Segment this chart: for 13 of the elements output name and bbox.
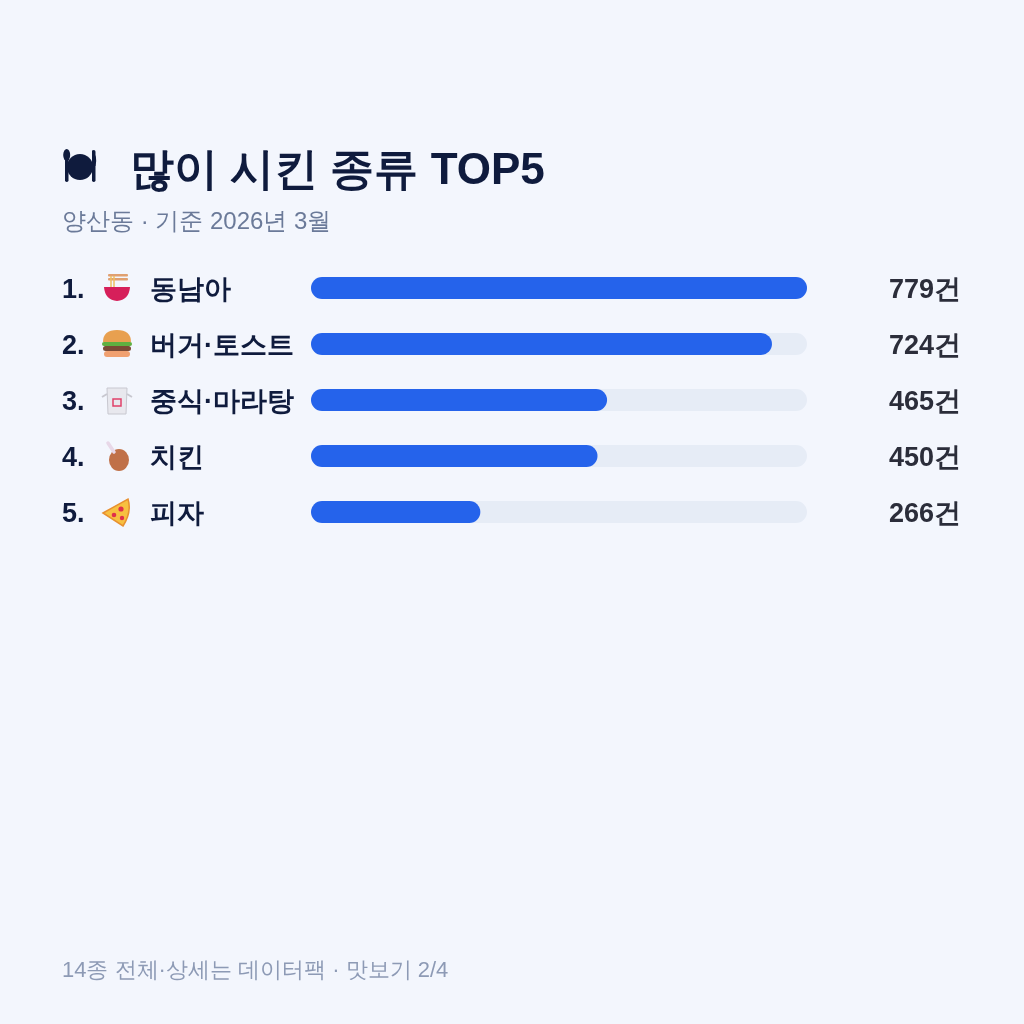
data-label: 779건	[888, 274, 961, 304]
category-label: 5. 피자	[62, 498, 204, 528]
data-label: 450건	[888, 442, 961, 472]
text: 14종 전체·상세는 데이터팩 · 맛보기 2/4	[62, 957, 449, 982]
data-label: 724건	[888, 330, 961, 360]
data-label: 266건	[888, 498, 961, 528]
category-label: 3. 중식·마라탕	[62, 386, 294, 416]
category-label: 2. 버거·토스트	[62, 330, 294, 360]
category-label: 1. 동남아	[62, 274, 231, 304]
data-label: 465건	[888, 386, 961, 416]
chart-title: 많이 시킨 종류 TOP5	[130, 144, 545, 193]
chart-subtitle: 양산동 · 기준 2026년 3월	[62, 207, 332, 234]
category-label: 4. 치킨	[62, 442, 204, 472]
